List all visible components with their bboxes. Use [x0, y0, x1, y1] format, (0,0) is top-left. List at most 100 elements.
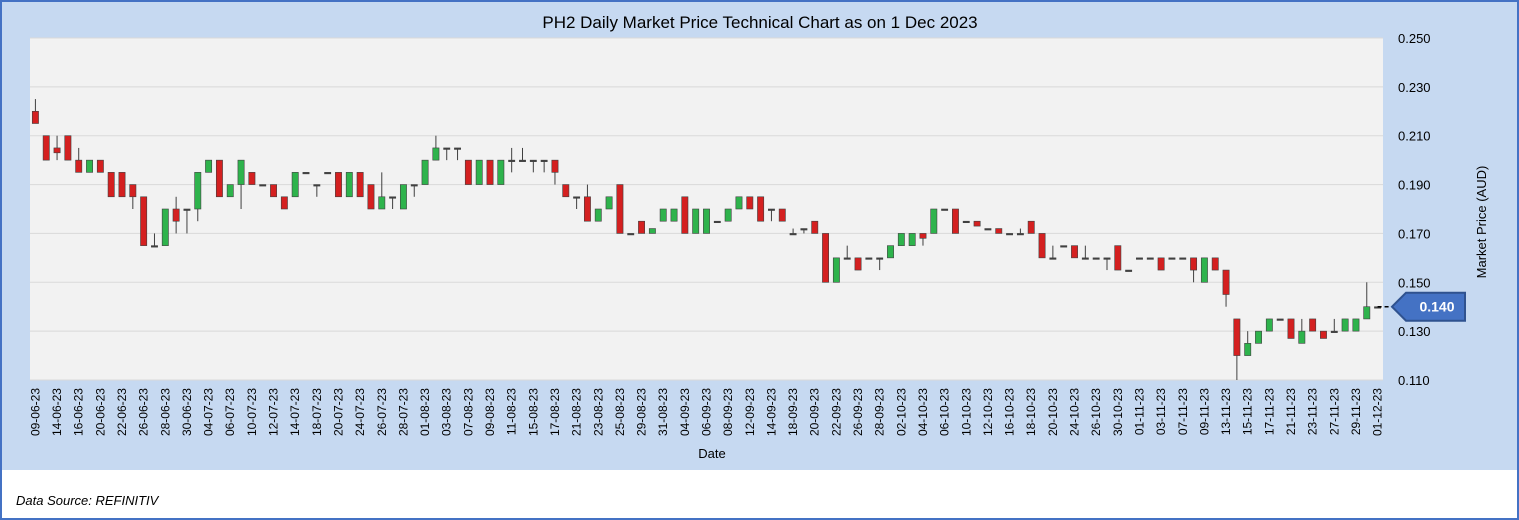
candle-body: [1016, 233, 1024, 236]
candle-body: [1200, 257, 1208, 283]
x-tick-label: 26-09-23: [851, 388, 865, 436]
candle-body: [475, 159, 483, 185]
candle-body: [129, 184, 137, 198]
x-tick-label: 18-09-23: [786, 388, 800, 436]
candle-body: [367, 184, 375, 210]
x-tick-label: 17-11-23: [1262, 388, 1276, 435]
x-tick-label: 01-08-23: [418, 388, 432, 436]
candle-body: [356, 172, 364, 198]
candle-body: [1027, 220, 1035, 234]
x-tick-label: 29-08-23: [635, 388, 649, 436]
candle-body: [183, 208, 191, 211]
candle-body: [735, 196, 743, 210]
candle-body: [161, 208, 169, 246]
data-source: Data Source: REFINITIV: [16, 493, 160, 508]
x-tick-label: 13-11-23: [1219, 388, 1233, 435]
candle-body: [995, 228, 1003, 234]
candle-body: [1233, 318, 1241, 356]
candle-body: [335, 172, 342, 198]
x-tick-label: 15-08-23: [526, 388, 540, 436]
x-tick-label: 22-09-23: [829, 388, 843, 436]
candle-body: [540, 159, 548, 162]
candle-body: [659, 208, 667, 222]
last-price-tag: [1390, 291, 1466, 322]
y-tick-label: 0.230: [1398, 80, 1431, 95]
y-tick-label: 0.150: [1398, 275, 1431, 290]
candle-body: [778, 208, 786, 222]
x-tick-label: 09-08-23: [483, 388, 497, 436]
candle-body: [140, 196, 148, 246]
x-tick-label: 31-08-23: [656, 388, 670, 436]
candle-body: [681, 196, 689, 234]
x-tick-label: 14-09-23: [764, 388, 778, 436]
candle-body: [237, 159, 245, 185]
candle-body: [962, 220, 970, 224]
x-tick-label: 22-06-23: [115, 388, 129, 436]
x-tick-label: 06-09-23: [700, 388, 714, 436]
x-tick-label: 23-08-23: [591, 388, 605, 436]
candle-body: [248, 172, 256, 185]
candle-body: [194, 172, 202, 210]
candle-body: [811, 220, 819, 234]
x-tick-label: 28-07-23: [396, 388, 410, 436]
x-tick-label: 18-07-23: [310, 388, 324, 436]
candle-body: [1038, 233, 1046, 259]
candle-body: [822, 233, 830, 283]
x-tick-label: 17-08-23: [548, 388, 562, 436]
candle-body: [1081, 257, 1089, 260]
candle-body: [486, 159, 494, 185]
x-tick-label: 18-10-23: [1024, 388, 1038, 436]
candle-body: [648, 228, 656, 234]
x-tick-label: 03-08-23: [440, 388, 454, 436]
x-tick-label: 10-07-23: [245, 388, 259, 436]
candle-body: [118, 172, 126, 198]
x-tick-label: 16-06-23: [72, 388, 86, 436]
candle-body: [583, 196, 591, 222]
candle-body: [64, 135, 72, 161]
candle-body: [259, 184, 267, 187]
candle-body: [594, 208, 602, 222]
candle-body: [443, 147, 451, 150]
x-tick-label: 04-09-23: [678, 388, 692, 436]
candle-body: [215, 159, 223, 198]
x-tick-label: 30-06-23: [180, 388, 194, 436]
candle-body: [605, 196, 613, 210]
candle-body: [75, 159, 83, 173]
x-tick-label: 26-06-23: [137, 388, 151, 436]
x-tick-label: 14-06-23: [50, 388, 64, 436]
candle-body: [1179, 257, 1187, 260]
candle-body: [96, 159, 104, 173]
candle-body: [107, 172, 115, 198]
x-tick-label: 27-11-23: [1327, 388, 1341, 435]
candle-body: [984, 228, 992, 231]
candle-body: [757, 196, 765, 222]
x-tick-label: 08-09-23: [721, 388, 735, 436]
x-tick-label: 28-06-23: [158, 388, 172, 436]
y-axis-label: Market Price (AUD): [1474, 166, 1489, 279]
candle-body: [1049, 257, 1057, 260]
candle-body: [562, 184, 570, 198]
labels: 0.110 0.130 0.150 0.170 0.190 0.210 0.230 0.250…: [28, 31, 1466, 436]
candle-body: [973, 220, 981, 227]
candle-body: [389, 196, 397, 199]
candle-body: [854, 257, 862, 271]
y-tick-label: 0.130: [1398, 324, 1431, 339]
x-tick-label: 15-11-23: [1241, 388, 1255, 435]
chart-title: PH2 Daily Market Price Technical Chart a…: [542, 13, 977, 32]
candle-body: [1287, 318, 1295, 339]
x-tick-label: 06-10-23: [938, 388, 952, 436]
x-tick-label: 14-07-23: [288, 388, 302, 436]
x-tick-label: 03-11-23: [1154, 388, 1168, 435]
candle-body: [1276, 318, 1284, 321]
x-tick-label: 12-07-23: [267, 388, 281, 436]
candle-body: [86, 159, 93, 173]
x-tick-label: 20-09-23: [808, 388, 822, 436]
candle-body: [172, 208, 180, 222]
y-tick-label: 0.250: [1398, 31, 1431, 46]
candle-body: [313, 184, 321, 187]
x-tick-label: 07-11-23: [1176, 388, 1190, 435]
x-tick-label: 26-07-23: [375, 388, 389, 436]
x-tick-label: 10-10-23: [959, 388, 973, 436]
candle-body: [1265, 318, 1273, 332]
x-tick-label: 28-09-23: [873, 388, 887, 436]
